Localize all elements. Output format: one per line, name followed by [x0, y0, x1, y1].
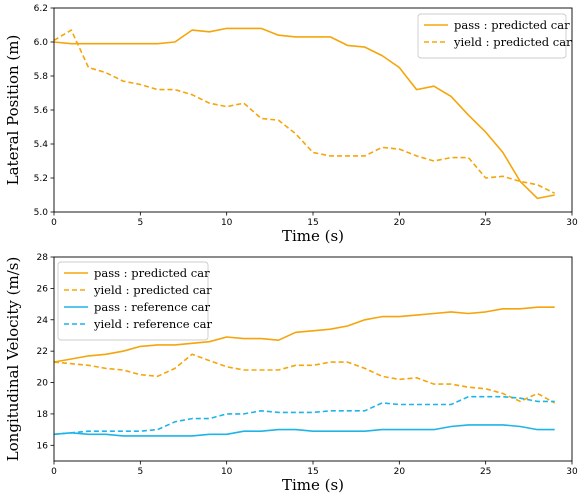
series-line-4	[54, 395, 555, 436]
y-tick-label: 6.2	[34, 4, 48, 14]
legend-label: yield : predicted car	[453, 35, 572, 49]
plot-area	[54, 306, 556, 437]
x-tick-label: 25	[480, 218, 491, 228]
y-tick-label: 5.8	[34, 72, 49, 82]
y-axis-label: Longitudinal Velocity (m/s)	[4, 257, 22, 462]
series-line-2	[54, 29, 556, 195]
y-tick-label: 5.6	[34, 106, 49, 116]
x-tick-label: 10	[221, 218, 233, 228]
x-tick-label: 0	[51, 218, 57, 228]
chart-1: 0 5 10 15 20 25 30 5.0 5.2 5.4 5.6 5.8 6.0 6.2 Time (s…	[4, 4, 578, 245]
plot-area	[54, 27, 556, 200]
x-tick-label: 20	[394, 218, 406, 228]
y-tick-label: 28	[37, 253, 49, 263]
x-tick-label: 15	[307, 467, 318, 477]
y-tick-label: 5.2	[34, 174, 48, 184]
x-tick-label: 25	[480, 467, 491, 477]
x-tick-label: 30	[566, 467, 578, 477]
legend-label: pass : predicted car	[94, 266, 210, 280]
series-line-1	[54, 27, 555, 200]
legend-box	[57, 261, 209, 341]
series-line-2	[54, 353, 556, 404]
y-tick-label: 18	[37, 410, 49, 420]
x-tick-label: 5	[137, 218, 143, 228]
y-tick-label: 5.4	[34, 140, 49, 150]
legend-label: pass : predicted car	[454, 18, 570, 32]
y-tick-label: 6.0	[34, 38, 49, 48]
series-line-1	[54, 306, 555, 363]
x-tick-label: 20	[394, 467, 406, 477]
legend: pass : predicted car yield : predicted ca…	[417, 13, 572, 59]
x-tick-label: 15	[307, 218, 318, 228]
x-tick-label: 10	[221, 467, 233, 477]
x-tick-label: 5	[137, 467, 143, 477]
y-axis-label: Lateral Position (m)	[4, 35, 22, 186]
y-tick-label: 5.0	[34, 208, 49, 218]
x-axis-label: Time (s)	[282, 227, 344, 245]
x-axis-label: Time (s)	[282, 476, 344, 494]
chart-2: 0 5 10 15 20 25 30 16 18 20 22 24 26 28 Time (s) Longit…	[4, 253, 578, 494]
series-line-3	[54, 424, 555, 437]
x-tick-label: 0	[51, 467, 57, 477]
legend: pass : predicted car yield : predicted ca…	[57, 261, 212, 341]
y-tick-label: 22	[37, 347, 48, 357]
y-tick-label: 16	[37, 441, 49, 451]
x-tick-label: 30	[566, 218, 578, 228]
legend-label: pass : reference car	[94, 300, 210, 314]
y-tick-label: 26	[37, 284, 49, 294]
legend-box	[417, 13, 567, 59]
legend-label: yield : predicted car	[93, 283, 212, 297]
legend-label: yield : reference car	[93, 317, 212, 331]
y-tick-label: 24	[37, 316, 49, 326]
y-tick-label: 20	[37, 379, 49, 389]
